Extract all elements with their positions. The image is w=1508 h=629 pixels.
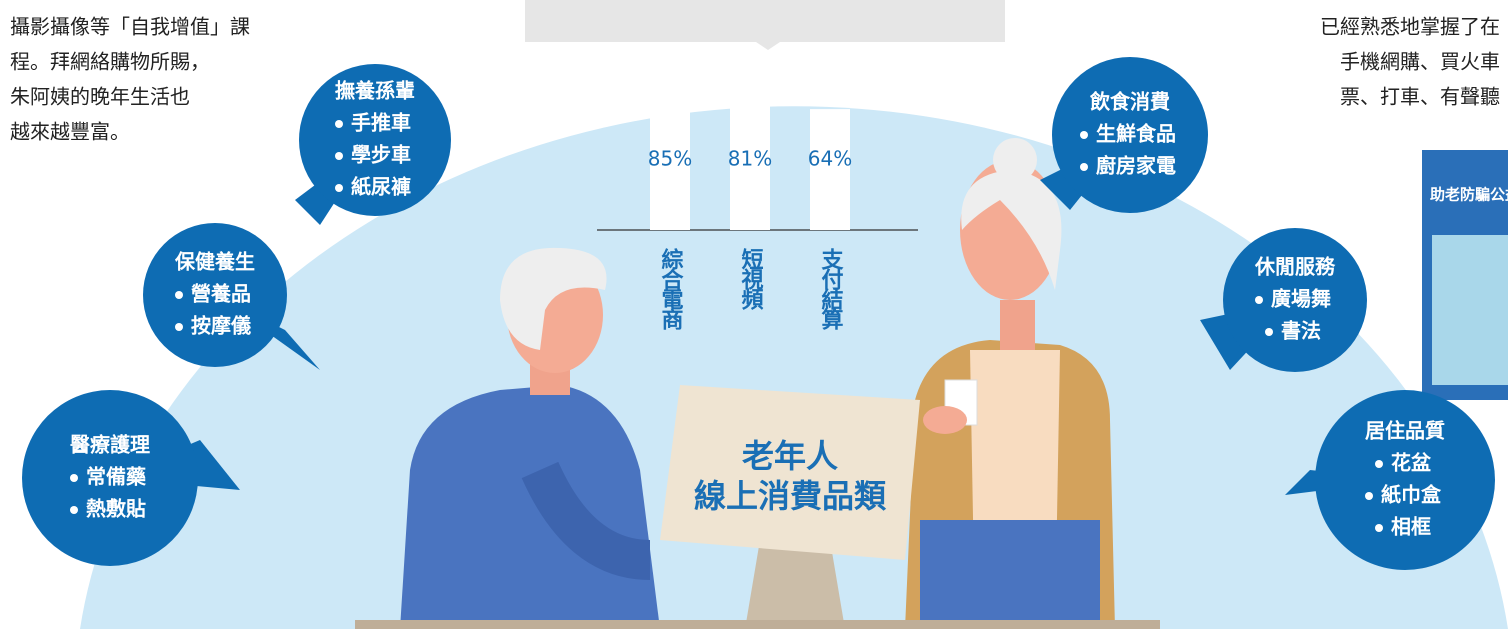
bubble-item: 廣場舞 — [1271, 287, 1331, 311]
bubble-item: 花盆 — [1391, 451, 1432, 475]
bubble-item: 相框 — [1391, 515, 1431, 539]
bubble-title: 飲食消費 — [1089, 90, 1170, 114]
bar — [730, 77, 770, 230]
body-text: 朱阿姨的晚年生活也 — [10, 85, 190, 109]
bubble-item: 紙巾盒 — [1381, 483, 1442, 507]
top-card — [525, 0, 1005, 50]
bullet — [175, 291, 183, 299]
bubble — [22, 390, 198, 566]
bubble-item: 生鮮食品 — [1096, 122, 1176, 146]
monitor-title: 老年人 — [742, 437, 838, 475]
bubble-item: 廚房家電 — [1096, 154, 1176, 178]
bullet — [1375, 524, 1383, 532]
bubble-title: 保健養生 — [174, 250, 255, 274]
bubble — [1315, 390, 1495, 570]
bullet — [1375, 460, 1383, 468]
monitor-title: 線上消費品類 — [694, 477, 887, 515]
bubble-item: 按摩儀 — [191, 314, 251, 338]
bubble-item: 熱敷貼 — [86, 497, 146, 521]
bar — [810, 109, 850, 230]
bullet — [70, 474, 78, 482]
bubble-item: 常備藥 — [86, 465, 147, 489]
body-text: 程。拜網絡購物所賜， — [10, 50, 210, 74]
category-label: 支付結算 — [818, 248, 844, 331]
value-label: 85% — [648, 147, 692, 171]
bullet — [335, 152, 343, 160]
bullet — [335, 120, 343, 128]
bubble-item: 手推車 — [351, 111, 411, 135]
bubble-title: 撫養孫輩 — [335, 79, 415, 103]
body-text: 攝影攝像等「自我增值」課 — [10, 15, 250, 39]
value-label: 81% — [728, 147, 772, 171]
body-text: 已經熟悉地掌握了在 — [1320, 15, 1500, 39]
bubble — [1223, 228, 1367, 372]
body-text: 票、打車、有聲聽 — [1340, 85, 1500, 109]
photo-text: 助老防騙公益 — [1430, 186, 1508, 204]
value-label: 64% — [808, 147, 852, 171]
bubble-item: 書法 — [1281, 319, 1321, 343]
bullet — [70, 506, 78, 514]
bubble-title: 休閒服務 — [1254, 255, 1336, 279]
bubble-title: 醫療護理 — [70, 433, 150, 457]
bubble-title: 居住品質 — [1365, 419, 1445, 443]
woman — [905, 138, 1115, 629]
bubble-item: 紙尿褲 — [351, 175, 411, 199]
category-label: 短視頻 — [738, 248, 764, 311]
bullet — [175, 323, 183, 331]
bubble-item: 營養品 — [191, 282, 251, 306]
category-label: 綜合電商 — [658, 247, 684, 330]
bullet — [1080, 131, 1088, 139]
photo-poster — [1432, 235, 1508, 385]
body-text: 手機網購、買火車 — [1340, 50, 1500, 74]
bar — [650, 69, 690, 230]
monitor — [355, 385, 1160, 629]
bubble-item: 學步車 — [351, 143, 411, 167]
bubble — [299, 64, 451, 216]
body-text: 越來越豐富。 — [10, 120, 130, 144]
bullet — [1365, 492, 1373, 500]
bullet — [1080, 163, 1088, 171]
bullet — [335, 184, 343, 192]
man — [400, 247, 660, 629]
bullet — [1255, 296, 1263, 304]
bubble — [1052, 57, 1208, 213]
bullet — [1265, 328, 1273, 336]
